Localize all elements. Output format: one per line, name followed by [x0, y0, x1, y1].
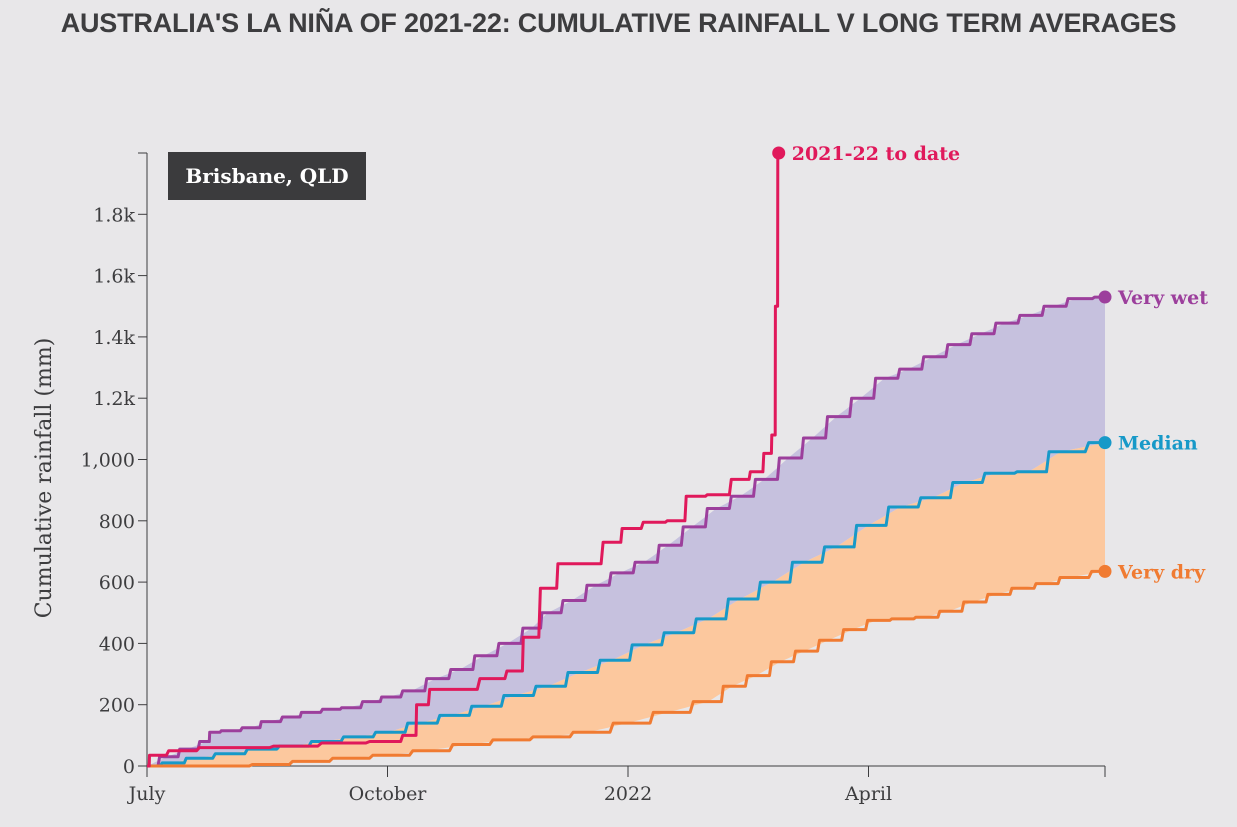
series-end-marker-very-wet: [1098, 290, 1112, 304]
x-tick-label: April: [844, 783, 892, 805]
series-end-marker-median: [1098, 436, 1112, 450]
location-label: Brisbane, QLD: [168, 152, 366, 200]
y-tick-label: 1.2k: [93, 388, 135, 410]
series-label-2021-22-to-date: 2021-22 to date: [792, 143, 960, 165]
y-tick-label: 1.8k: [93, 204, 135, 226]
x-tick-label: October: [349, 783, 428, 805]
chart-markers: [772, 146, 1112, 578]
chart-title: AUSTRALIA'S LA NIÑA OF 2021-22: CUMULATI…: [60, 8, 1177, 38]
series-label-median: Median: [1118, 433, 1198, 455]
series-end-marker-2021-22-to-date: [772, 146, 786, 160]
y-tick-label: 800: [99, 511, 135, 533]
chart-bands: [147, 297, 1105, 766]
series-line-2021-22-to-date: [147, 151, 780, 768]
y-tick-label: 400: [99, 633, 135, 655]
y-tick-label: 0: [123, 756, 135, 778]
series-label-very-wet: Very wet: [1117, 287, 1208, 309]
y-tick-label: 1.6k: [93, 266, 135, 288]
series-line-very-dry: [147, 569, 1105, 768]
y-tick-label: 1.4k: [93, 327, 135, 349]
series-line-very-wet: [147, 295, 1105, 768]
y-tick-label: 200: [99, 695, 135, 717]
series-end-marker-very-dry: [1098, 564, 1112, 578]
band-very-wet-to-median: [147, 297, 1105, 766]
x-tick-label: 2022: [604, 783, 652, 805]
chart-lines: [147, 151, 1105, 768]
chart-axes: 0 200 400 600 800 1,000 1.2k 1.4k 1.6k 1.8k July Oc…: [81, 152, 1106, 805]
y-axis-label: Cumulative rainfall (mm): [32, 338, 57, 619]
y-tick-label: 600: [99, 572, 135, 594]
y-tick-label: 1,000: [81, 450, 135, 472]
chart-labels: Very wet Median Very dry 2021-22 to date: [792, 143, 1208, 583]
series-label-very-dry: Very dry: [1117, 561, 1206, 583]
band-median-to-very-dry: [147, 442, 1105, 766]
x-tick-label: July: [127, 783, 166, 805]
